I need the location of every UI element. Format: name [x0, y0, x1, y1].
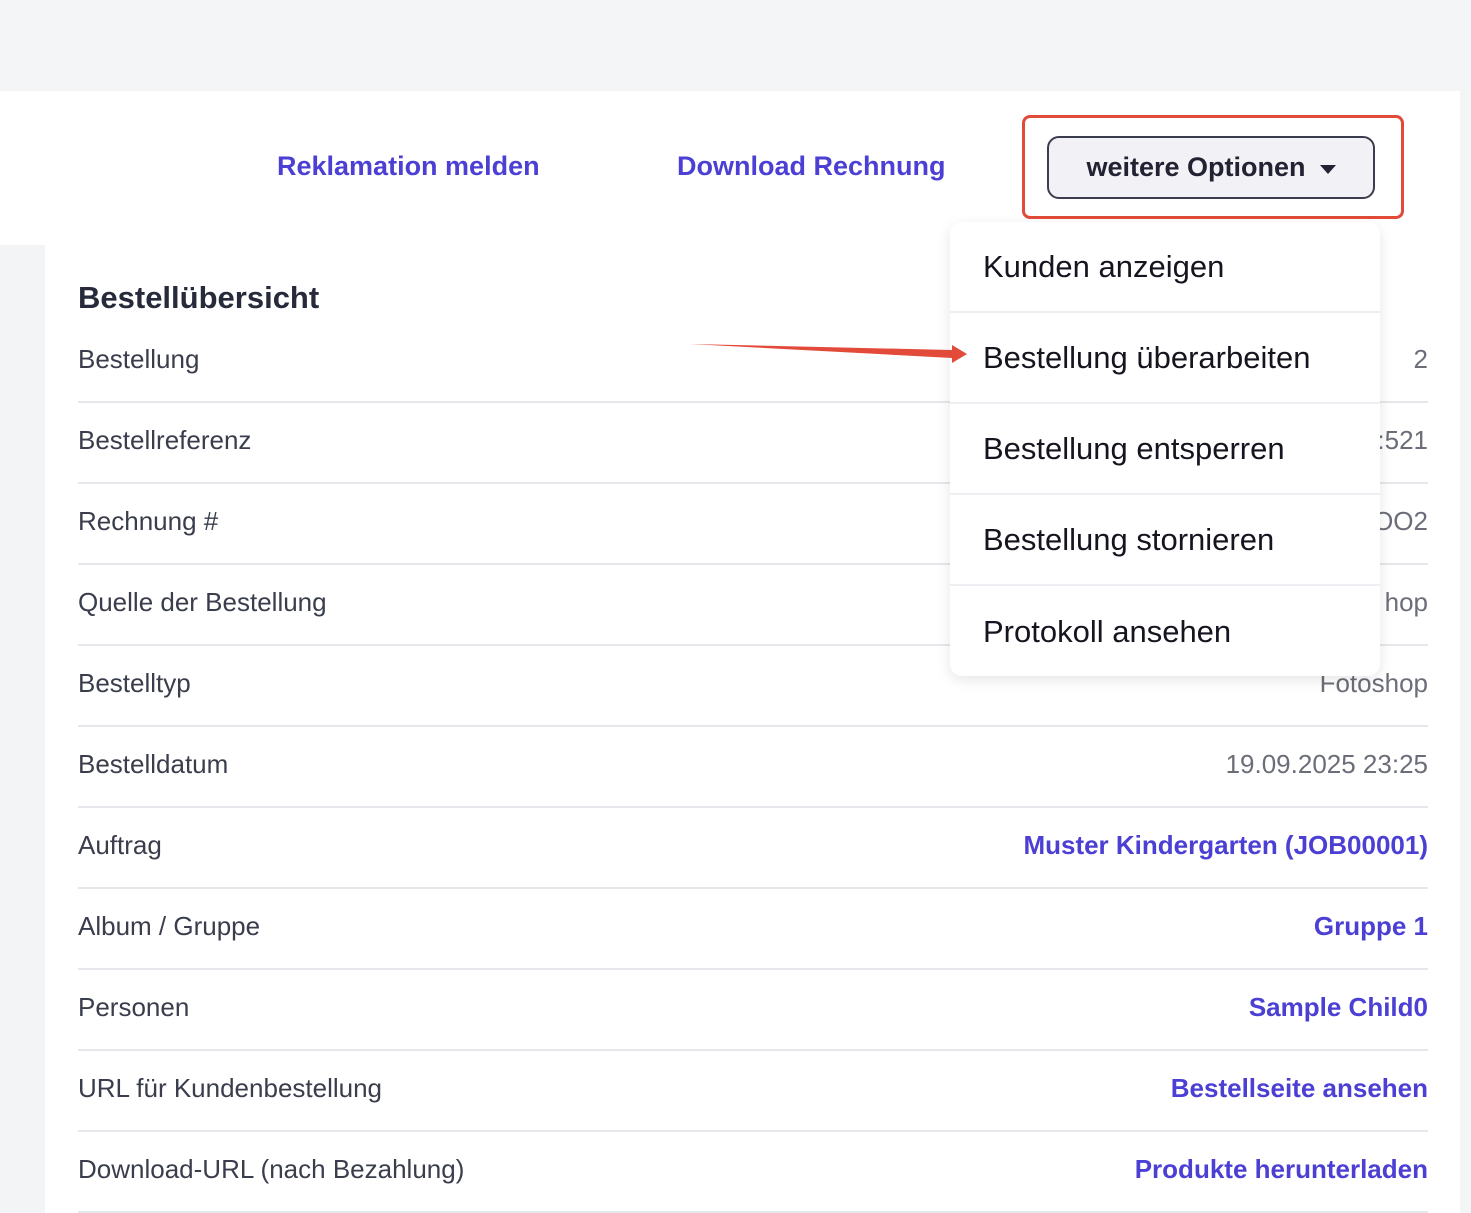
- menu-item[interactable]: Bestellung stornieren: [950, 495, 1380, 586]
- annotation-arrow-icon: [690, 344, 967, 363]
- highlight-box: [1022, 115, 1404, 219]
- row-value: OO2: [1373, 506, 1428, 536]
- row-label: Album / Gruppe: [78, 911, 261, 941]
- download-invoice-link[interactable]: Download Rechnung: [677, 151, 946, 181]
- row-value-link[interactable]: Sample Child0: [1248, 992, 1428, 1022]
- row-label: URL für Kundenbestellung: [78, 1073, 383, 1103]
- table-row: Quelle der Bestellung hop: [78, 565, 1428, 646]
- table-row: Auftrag Muster Kindergarten (JOB00001): [78, 808, 1428, 889]
- more-options-label: weitere Optionen: [1086, 152, 1306, 182]
- scroll-edge: [1460, 91, 1471, 1213]
- table-row: Bestellung 2: [78, 322, 1428, 403]
- row-value-link[interactable]: Bestellseite ansehen: [1170, 1073, 1428, 1103]
- menu-item[interactable]: Protokoll ansehen: [983, 613, 1232, 649]
- row-label: Bestellung: [78, 344, 200, 374]
- table-row: URL für Kundenbestellung Bestellseite an…: [78, 1051, 1428, 1132]
- table-row: Bestelltyp Fotoshop: [78, 646, 1428, 727]
- row-value-link[interactable]: Gruppe 1: [1313, 911, 1428, 941]
- row-value: :521: [1377, 425, 1428, 455]
- menu-item[interactable]: Bestellung entsperren: [950, 404, 1380, 495]
- table-row: Download-URL (nach Bezahlung) Produkte h…: [78, 1132, 1428, 1213]
- table-row: Personen Sample Child0: [78, 970, 1428, 1051]
- menu-item[interactable]: Kunden anzeigen: [950, 222, 1380, 313]
- menu-item[interactable]: Bestellung überarbeiten: [950, 313, 1380, 404]
- row-label: Bestellreferenz: [78, 425, 252, 455]
- row-label: Bestelltyp: [78, 668, 191, 698]
- row-label: Bestelldatum: [78, 749, 229, 779]
- sidebar-edge: [0, 245, 45, 1213]
- row-label: Auftrag: [78, 830, 162, 860]
- row-value: hop: [1384, 587, 1428, 617]
- section-title: Bestellübersicht: [78, 280, 320, 315]
- table-row: Bestellreferenz :521: [78, 403, 1428, 484]
- complaint-link[interactable]: Reklamation melden: [277, 151, 540, 181]
- row-value-link[interactable]: Muster Kindergarten (JOB00001): [1023, 830, 1428, 860]
- table-row: Album / Gruppe Gruppe 1: [78, 889, 1428, 970]
- more-options-button[interactable]: weitere Optionen: [1047, 136, 1375, 199]
- caret-down-icon: [1319, 165, 1336, 174]
- row-label: Personen: [78, 992, 190, 1022]
- row-value-link[interactable]: Produkte herunterladen: [1134, 1154, 1428, 1184]
- row-label: Quelle der Bestellung: [78, 587, 327, 617]
- table-row: Rechnung # OO2: [78, 484, 1428, 565]
- row-label: Download-URL (nach Bezahlung): [78, 1154, 465, 1184]
- row-label: Rechnung #: [78, 506, 219, 536]
- table-row: Bestelldatum 19.09.2025 23:25: [78, 727, 1428, 808]
- row-value: 2: [1413, 344, 1428, 374]
- options-dropdown: Kunden anzeigen Bestellung überarbeiten Be…: [950, 222, 1380, 676]
- row-value: 19.09.2025 23:25: [1225, 749, 1428, 779]
